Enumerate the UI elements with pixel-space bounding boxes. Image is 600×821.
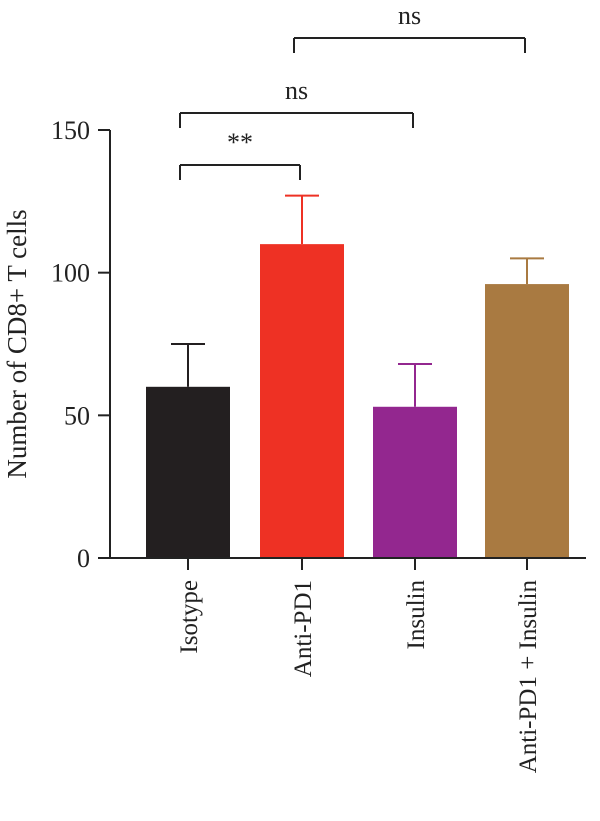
y-axis-title: Number of CD8+ T cells: [2, 209, 32, 478]
bar-2: [373, 406, 457, 558]
error-bars-layer: [171, 194, 544, 407]
category-label-0: Isotype: [176, 580, 203, 654]
sig-label-1: ns: [285, 76, 308, 105]
bar-3: [485, 284, 569, 558]
y-tick-label-2: 100: [51, 259, 90, 288]
y-tick-label-1: 50: [64, 401, 90, 430]
category-label-3: Anti-PD1 + Insulin: [515, 580, 542, 774]
sig-label-2: ns: [398, 1, 421, 30]
sig-label-0: **: [227, 128, 253, 157]
y-tick-label-3: 150: [51, 116, 90, 145]
significance-layer: ** ns ns: [179, 1, 526, 180]
category-label-2: Insulin: [403, 580, 430, 650]
axes-layer: 0 50 100 150 Isotype Anti-PD1 Insulin Anti-PD1 …: [51, 116, 586, 773]
bars-layer: [146, 244, 569, 558]
bar-1: [260, 244, 344, 558]
bar-0: [146, 386, 230, 558]
category-label-1: Anti-PD1: [290, 580, 317, 677]
y-tick-label-0: 0: [77, 544, 90, 573]
